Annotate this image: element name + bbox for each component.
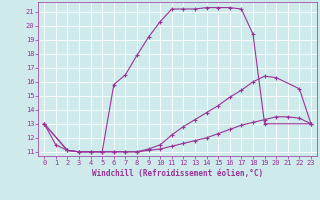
X-axis label: Windchill (Refroidissement éolien,°C): Windchill (Refroidissement éolien,°C): [92, 169, 263, 178]
